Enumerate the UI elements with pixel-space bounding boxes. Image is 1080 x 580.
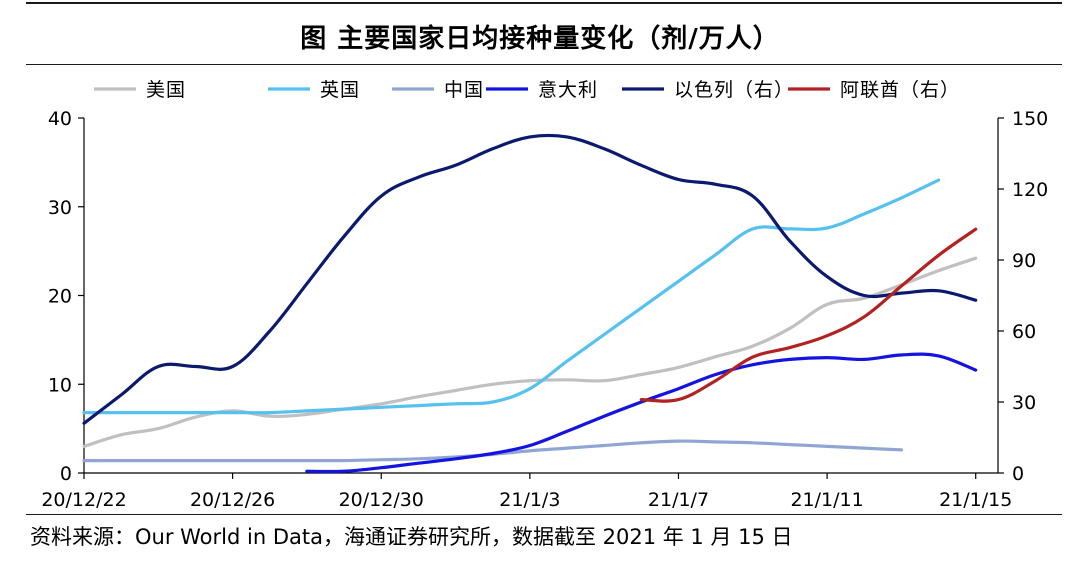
legend-label-5: 以色列（右） <box>674 79 794 101</box>
x-tick-label: 21/1/3 <box>499 489 560 510</box>
series-line-4 <box>305 352 978 474</box>
series-line-2 <box>82 178 941 415</box>
title-rule <box>26 64 1062 65</box>
chart-title: 图 主要国家日均接种量变化（剂/万人） <box>300 24 780 54</box>
x-tick-label: 20/12/22 <box>41 489 126 510</box>
legend-label-3: 中国 <box>444 79 484 101</box>
legend-label-1: 美国 <box>146 79 186 101</box>
y-left-tick-label: 30 <box>48 197 72 219</box>
source-note: 资料来源：Our World in Data，海通证券研究所，数据截至 2021… <box>30 525 793 549</box>
title-bar: 图 主要国家日均接种量变化（剂/万人） <box>0 0 1080 66</box>
y-left-tick-label: 40 <box>48 108 72 130</box>
source-rule <box>26 514 1062 515</box>
y-right-tick-label: 90 <box>1012 250 1036 272</box>
x-tick-label: 20/12/30 <box>339 489 424 510</box>
legend-label-2: 英国 <box>320 79 360 101</box>
y-left-tick-label: 20 <box>48 286 72 308</box>
series-line-6 <box>639 227 978 403</box>
y-left-tick-label: 0 <box>60 463 72 485</box>
x-tick-label: 21/1/11 <box>790 489 863 510</box>
y-right-tick-label: 0 <box>1012 463 1024 485</box>
series-line-1 <box>82 256 978 448</box>
y-right-tick-label: 120 <box>1012 179 1048 201</box>
legend-label-6: 阿联酋（右） <box>840 79 960 101</box>
y-left-tick-label: 10 <box>48 374 72 396</box>
series-line-3 <box>82 439 903 463</box>
y-right-tick-label: 30 <box>1012 392 1036 414</box>
top-rule <box>26 2 1062 4</box>
x-tick-label: 21/1/15 <box>939 489 1012 510</box>
y-right-tick-label: 150 <box>1012 108 1048 130</box>
line-chart: 0 10 20 30 40 0 30 60 90 120 150 20/12/22 20/12/26 20… <box>41 79 1048 510</box>
x-tick-label: 20/12/26 <box>190 489 275 510</box>
x-tick-label: 21/1/7 <box>648 489 709 510</box>
legend-label-4: 意大利 <box>538 79 598 101</box>
series-line-5 <box>82 133 978 425</box>
y-right-tick-label: 60 <box>1012 321 1036 343</box>
